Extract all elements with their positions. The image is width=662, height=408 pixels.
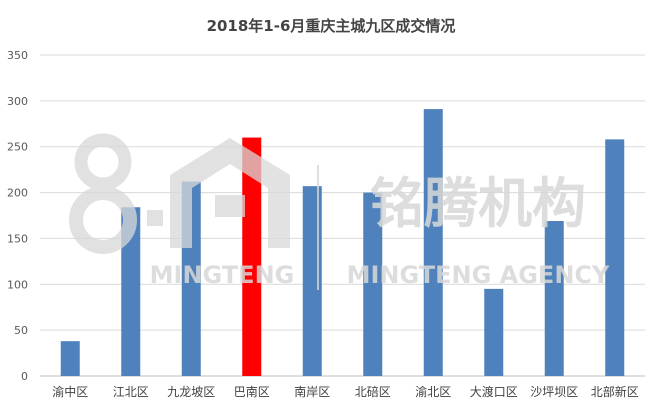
logo-8-bottom	[69, 186, 137, 254]
y-tick-label: 0	[21, 370, 28, 383]
x-tick-label: 北部新区	[591, 384, 639, 399]
logo-house-bar	[215, 195, 245, 217]
watermark-logo	[69, 133, 290, 254]
y-tick-label: 50	[14, 324, 28, 337]
logo-house-icon	[170, 138, 290, 248]
y-tick-label: 300	[7, 95, 28, 108]
x-tick-label: 渝中区	[52, 384, 88, 399]
x-tick-label: 江北区	[113, 385, 149, 399]
bar-10	[605, 139, 625, 376]
x-tick-label: 九龙坡区	[167, 385, 215, 399]
y-tick-label: 250	[7, 141, 28, 154]
bars	[60, 109, 625, 377]
watermark-cn-text: 铭腾机构	[370, 172, 586, 235]
bar-7	[423, 109, 443, 377]
bar-4	[242, 137, 262, 376]
x-tick-label: 北碚区	[355, 384, 391, 399]
x-tick-label: 南岸区	[294, 384, 330, 399]
y-tick-labels: 0 50 100 150 200 250 300 350	[7, 49, 28, 383]
x-tick-label: 沙坪坝区	[530, 385, 578, 399]
bar-1	[60, 341, 80, 376]
bar-9	[544, 221, 564, 376]
x-tick-label: 大渡口区	[470, 384, 518, 399]
logo-dot	[147, 210, 163, 226]
bar-8	[484, 288, 504, 376]
y-tick-label: 150	[7, 232, 28, 245]
bar-2	[121, 207, 141, 376]
y-tick-label: 100	[7, 278, 28, 291]
x-tick-label: 渝北区	[415, 384, 451, 399]
watermark: MINGTENG 铭腾机构 MINGTENG AGENCY	[69, 133, 610, 290]
x-tick-labels: 渝中区 江北区 九龙坡区 巴南区 南岸区 北碚区 渝北区 大渡口区 沙坪坝区 北部新区	[52, 384, 639, 399]
watermark-en-text: MINGTENG AGENCY	[347, 261, 610, 289]
chart-title: 2018年1-6月重庆主城九区成交情况	[207, 17, 456, 35]
logo-8-top	[74, 133, 132, 191]
bar-6	[363, 192, 383, 376]
watermark-logo-sub: MINGTENG	[150, 261, 295, 289]
y-tick-label: 200	[7, 187, 28, 200]
grid-lines	[40, 54, 645, 377]
y-tick-label: 350	[7, 49, 28, 62]
x-tick-label: 巴南区	[234, 384, 270, 399]
